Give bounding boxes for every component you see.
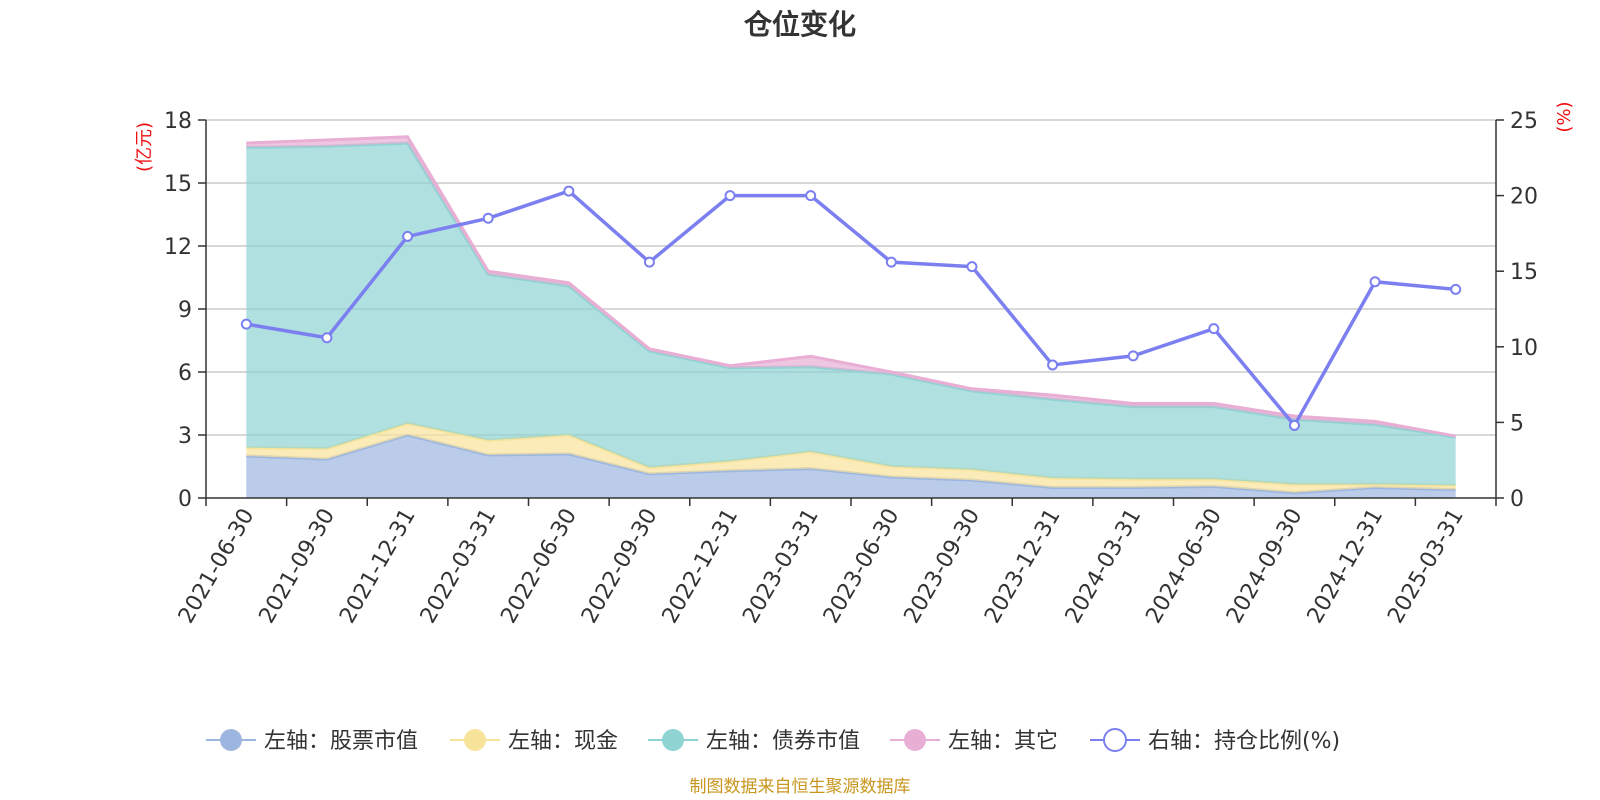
x-tick-label: 2022-06-30	[496, 505, 582, 628]
legend-item-3: 左轴：债券市值	[648, 729, 860, 754]
ratio-point	[1369, 276, 1381, 288]
x-tick-label: 2025-03-31	[1383, 505, 1469, 628]
x-tick-label: 2021-12-31	[335, 505, 421, 628]
ratio-point	[402, 230, 414, 242]
ratio-point	[966, 261, 978, 273]
right-tick-label: 10	[1510, 336, 1538, 361]
chart-title: 仓位变化	[744, 8, 856, 41]
ratio-point	[1450, 283, 1462, 295]
left-tick-label: 6	[178, 361, 192, 386]
legend-label: 左轴：股票市值	[264, 729, 418, 754]
legend-label: 左轴：现金	[508, 729, 618, 754]
x-tick-label: 2021-09-30	[255, 505, 341, 628]
legend: 左轴：股票市值 左轴：现金 左轴：债券市值 左轴：其它 右轴：持仓比例(%)	[206, 728, 1340, 754]
left-tick-label: 3	[178, 424, 192, 449]
legend-item-4: 左轴：其它	[890, 729, 1058, 754]
ratio-point	[1288, 419, 1300, 431]
source-note: 制图数据来自恒生聚源数据库	[690, 777, 911, 797]
x-tick-label: 2024-03-31	[1061, 505, 1147, 628]
x-tick-label: 2022-12-31	[658, 505, 744, 628]
left-tick-label: 9	[178, 298, 192, 323]
x-tick-label: 2024-09-30	[1222, 505, 1308, 628]
legend-swatch-dot	[464, 729, 486, 751]
legend-swatch-dot	[1103, 728, 1127, 752]
right-tick-label: 20	[1510, 185, 1538, 210]
ratio-point	[885, 256, 897, 268]
x-tick-label: 2022-09-30	[577, 505, 663, 628]
right-tick-label: 25	[1510, 109, 1538, 134]
x-tick-label: 2024-12-31	[1303, 505, 1389, 628]
legend-label: 左轴：债券市值	[706, 729, 860, 754]
x-tick-label: 2023-03-31	[738, 505, 824, 628]
ratio-point	[1047, 359, 1059, 371]
ratio-point	[563, 185, 575, 197]
right-axis-unit: (%)	[1554, 101, 1575, 132]
area-series-3	[246, 143, 1456, 486]
legend-item-2: 左轴：现金	[450, 729, 618, 754]
ratio-point	[724, 190, 736, 202]
x-tick-label: 2023-09-30	[900, 505, 986, 628]
ratio-point	[240, 318, 252, 330]
left-tick-label: 15	[164, 172, 192, 197]
left-tick-label: 0	[178, 487, 192, 512]
left-axis-unit: (亿元)	[134, 122, 155, 172]
x-tick-label: 2024-06-30	[1141, 505, 1227, 628]
legend-swatch-dot	[904, 729, 926, 751]
x-tick-label: 2023-06-30	[819, 505, 905, 628]
left-tick-label: 18	[164, 109, 192, 134]
ratio-point	[805, 190, 817, 202]
ratio-point	[1127, 350, 1139, 362]
x-tick-label: 2022-03-31	[416, 505, 502, 628]
legend-label: 右轴：持仓比例(%)	[1148, 729, 1340, 754]
ratio-line-path	[246, 189, 1456, 428]
legend-label: 左轴：其它	[948, 729, 1058, 754]
legend-item-1: 左轴：股票市值	[206, 729, 418, 754]
legend-swatch-dot	[662, 729, 684, 751]
right-tick-label: 0	[1510, 487, 1524, 512]
legend-item-5: 右轴：持仓比例(%)	[1090, 728, 1340, 754]
legend-swatch-dot	[220, 729, 242, 751]
ratio-point	[321, 332, 333, 344]
x-tick-label: 2023-12-31	[980, 505, 1066, 628]
right-tick-label: 15	[1510, 260, 1538, 285]
ratio-line	[240, 185, 1462, 431]
area-series-2	[246, 423, 1456, 493]
ratio-point	[1208, 323, 1220, 335]
area-series-1	[246, 435, 1456, 498]
ratio-point	[482, 212, 494, 224]
right-tick-label: 5	[1510, 411, 1524, 436]
stacked-areas	[246, 135, 1456, 498]
left-tick-label: 12	[164, 235, 192, 260]
x-tick-label: 2021-06-30	[174, 505, 260, 628]
ratio-point	[643, 256, 655, 268]
area-edge-4	[246, 135, 1456, 438]
